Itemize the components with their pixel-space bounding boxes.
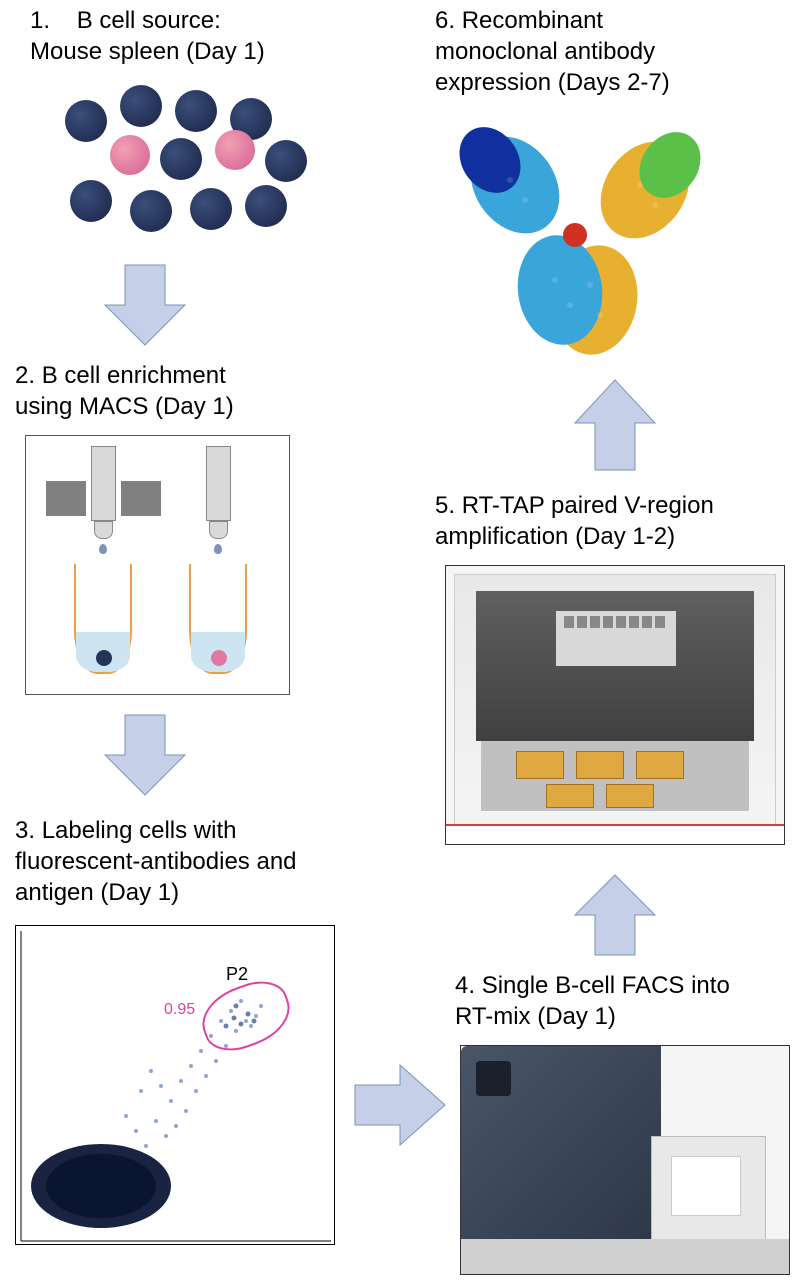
step6-l2: monoclonal antibody: [435, 38, 655, 65]
step4-l1: Single B-cell FACS into: [482, 972, 730, 999]
step4-num: 4.: [455, 972, 475, 999]
step6-l3: expression (Days 2-7): [435, 69, 670, 96]
step1-l2: Mouse spleen (Day 1): [30, 38, 265, 65]
arrow-3-4: [350, 1060, 450, 1150]
step1-label: 1. B cell source: Mouse spleen (Day 1): [30, 5, 265, 67]
step4-label: 4. Single B-cell FACS into RT-mix (Day 1…: [455, 970, 730, 1032]
step2-num: 2.: [15, 362, 35, 389]
step6-num: 6.: [435, 7, 455, 34]
arrow-1-2: [100, 260, 190, 350]
macs-diagram: [25, 435, 290, 695]
facs-instrument-photo: [460, 1045, 790, 1275]
step2-label: 2. B cell enrichment using MACS (Day 1): [15, 360, 234, 422]
facs-scatter-plot: P2 0.95: [15, 925, 335, 1245]
gate-value: 0.95: [164, 1001, 195, 1019]
step2-l1: B cell enrichment: [42, 362, 226, 389]
step2-l2: using MACS (Day 1): [15, 393, 234, 420]
step6-l1: Recombinant: [462, 7, 603, 34]
step3-l3: antigen (Day 1): [15, 879, 179, 906]
step5-l1: RT-TAP paired V-region: [462, 492, 714, 519]
gate-label: P2: [226, 964, 248, 985]
step1-l1: B cell source:: [77, 7, 221, 34]
step3-num: 3.: [15, 817, 35, 844]
step1-num: 1.: [30, 7, 50, 34]
arrow-2-3: [100, 710, 190, 800]
arrow-4-5: [570, 870, 660, 960]
step5-num: 5.: [435, 492, 455, 519]
step6-label: 6. Recombinant monoclonal antibody expre…: [435, 5, 670, 99]
step5-label: 5. RT-TAP paired V-region amplification …: [435, 490, 714, 552]
liquid-handler-photo: [445, 565, 785, 845]
step4-l2: RT-mix (Day 1): [455, 1003, 616, 1030]
step3-l2: fluorescent-antibodies and: [15, 848, 297, 875]
step3-l1: Labeling cells with: [42, 817, 237, 844]
step5-l2: amplification (Day 1-2): [435, 523, 675, 550]
arrow-5-6: [570, 375, 660, 475]
cell-cluster: [50, 80, 310, 260]
antibody-structure: [435, 110, 735, 365]
step3-label: 3. Labeling cells with fluorescent-antib…: [15, 815, 297, 909]
